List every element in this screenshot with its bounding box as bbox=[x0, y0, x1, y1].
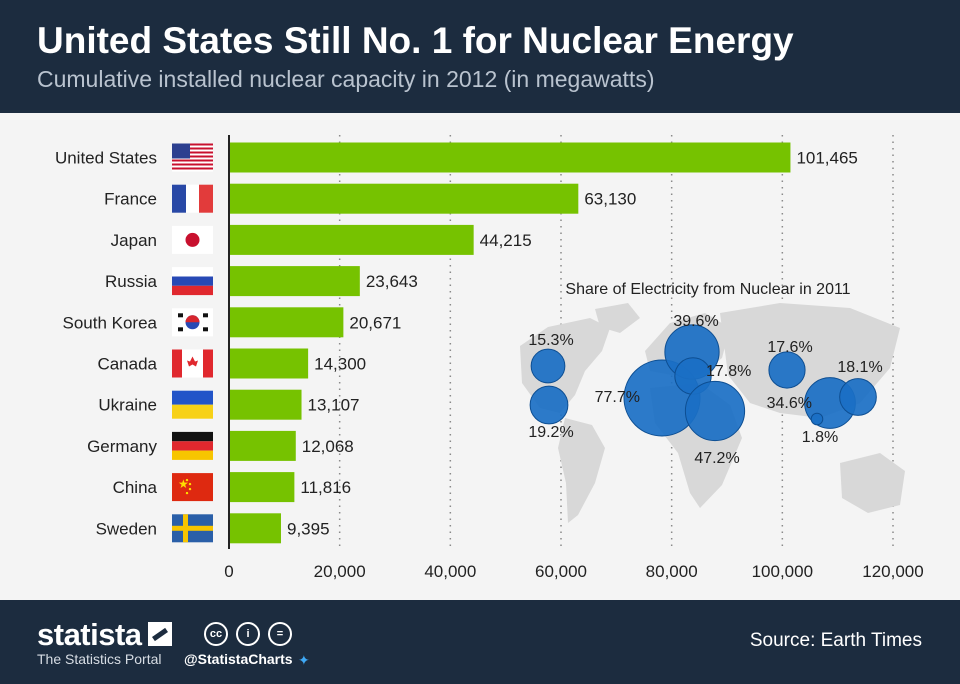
category-label: Germany bbox=[87, 437, 157, 456]
bubble bbox=[529, 385, 569, 425]
bubble bbox=[768, 351, 806, 389]
x-tick-label: 100,000 bbox=[752, 562, 813, 581]
map-title: Share of Electricity from Nuclear in 201… bbox=[565, 281, 850, 298]
bar-chart: Share of Electricity from Nuclear in 201… bbox=[55, 135, 924, 581]
category-label: Russia bbox=[105, 272, 158, 291]
map-south-america bbox=[558, 418, 605, 523]
x-tick-label: 120,000 bbox=[862, 562, 923, 581]
bubble-label: 1.8% bbox=[802, 429, 838, 446]
map-australia bbox=[840, 453, 905, 513]
value-label: 23,643 bbox=[366, 272, 418, 291]
sweden-flag bbox=[172, 514, 213, 543]
russia-flag bbox=[172, 267, 213, 296]
bar bbox=[229, 348, 309, 379]
south-korea-flag bbox=[172, 308, 213, 337]
bar bbox=[229, 224, 474, 255]
statista-logo-icon bbox=[148, 622, 172, 646]
statista-logo-text: statista bbox=[37, 617, 142, 652]
bubble bbox=[530, 348, 566, 384]
bar bbox=[229, 183, 579, 214]
x-tick-label: 40,000 bbox=[424, 562, 476, 581]
category-label: China bbox=[113, 478, 158, 497]
bubble-label: 17.8% bbox=[706, 363, 751, 380]
bubble bbox=[684, 380, 746, 442]
bubbles: 15.3% 19.2% 77.7% 39.6% 17.8% 47.2% 17.6% 34.6%… bbox=[528, 313, 882, 467]
bubble bbox=[810, 412, 824, 426]
x-tick-label: 80,000 bbox=[646, 562, 698, 581]
japan-flag bbox=[172, 225, 213, 254]
value-label: 9,395 bbox=[287, 519, 330, 538]
value-label: 63,130 bbox=[584, 190, 636, 209]
x-axis-ticks: 0 20,000 40,000 60,000 80,000 100,000 120,000 bbox=[224, 562, 923, 581]
canada-flag bbox=[172, 349, 213, 378]
chart-title: United States Still No. 1 for Nuclear En… bbox=[37, 20, 794, 61]
x-tick-label: 20,000 bbox=[314, 562, 366, 581]
bubble-label: 39.6% bbox=[673, 313, 718, 330]
france-flag bbox=[172, 184, 213, 213]
cc-icon[interactable]: cc bbox=[204, 622, 228, 646]
statista-tagline: The Statistics Portal bbox=[37, 651, 162, 667]
bar bbox=[229, 513, 281, 544]
china-flag: ★ bbox=[172, 473, 213, 502]
source-note: Source: Earth Times bbox=[749, 630, 922, 651]
value-label: 11,816 bbox=[300, 478, 351, 497]
value-label: 13,107 bbox=[308, 396, 360, 415]
header: United States Still No. 1 for Nuclear En… bbox=[0, 0, 960, 113]
footer: statista The Statistics Portal cc i = @S… bbox=[0, 600, 960, 684]
bubble-label: 34.6% bbox=[767, 395, 812, 412]
map-greenland bbox=[595, 303, 640, 333]
category-label: France bbox=[104, 190, 157, 209]
x-tick-label: 0 bbox=[224, 562, 233, 581]
by-icon[interactable]: i bbox=[236, 622, 260, 646]
value-label: 44,215 bbox=[480, 231, 532, 250]
bar bbox=[229, 266, 360, 297]
x-tick-label: 60,000 bbox=[535, 562, 587, 581]
chart-subtitle: Cumulative installed nuclear capacity in… bbox=[37, 66, 655, 92]
category-label: Sweden bbox=[96, 519, 157, 538]
flags: ★ bbox=[172, 143, 213, 543]
ukraine-flag bbox=[172, 390, 213, 419]
bar bbox=[229, 430, 296, 461]
bubble bbox=[839, 378, 877, 416]
bar bbox=[229, 142, 791, 173]
value-label: 101,465 bbox=[796, 149, 857, 168]
bubble-label: 47.2% bbox=[694, 450, 739, 467]
value-label: 12,068 bbox=[302, 437, 354, 456]
bar bbox=[229, 307, 344, 338]
svg-text:★: ★ bbox=[178, 477, 189, 491]
bubble-label: 18.1% bbox=[837, 359, 882, 376]
category-label: Japan bbox=[111, 231, 157, 250]
bubble-label: 77.7% bbox=[595, 389, 640, 406]
twitter-bird-icon[interactable]: ✦ bbox=[298, 652, 310, 668]
bubble-label: 15.3% bbox=[528, 332, 573, 349]
germany-flag bbox=[172, 431, 213, 460]
value-label: 14,300 bbox=[314, 355, 366, 374]
bars: 101,465 United States 63,130 France 44,215 Ja… bbox=[55, 142, 858, 544]
bar bbox=[229, 472, 295, 503]
category-label: Ukraine bbox=[98, 396, 157, 415]
bubble-label: 19.2% bbox=[528, 424, 573, 441]
bubble-label: 17.6% bbox=[767, 339, 812, 356]
category-label: South Korea bbox=[62, 313, 157, 332]
value-label: 20,671 bbox=[349, 313, 401, 332]
category-label: Canada bbox=[97, 355, 157, 374]
us-flag bbox=[172, 143, 213, 172]
nd-icon[interactable]: = bbox=[268, 622, 292, 646]
category-label: United States bbox=[55, 149, 157, 168]
twitter-handle[interactable]: @StatistaCharts bbox=[184, 651, 293, 667]
bar bbox=[229, 389, 302, 420]
